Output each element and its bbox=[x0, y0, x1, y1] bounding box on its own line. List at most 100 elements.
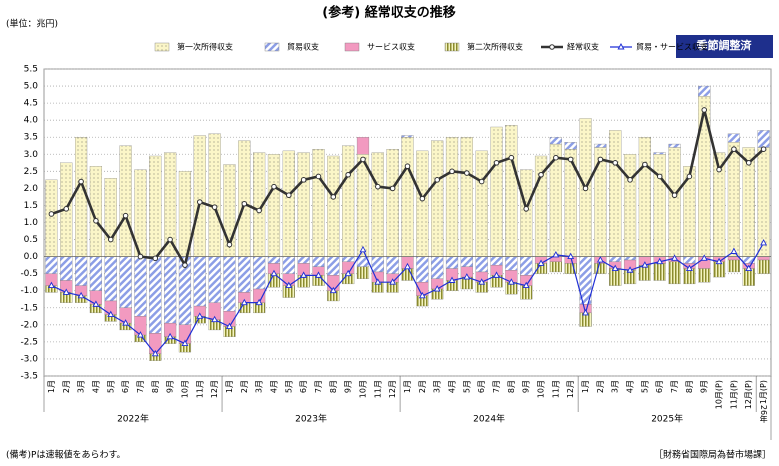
line-point bbox=[537, 259, 545, 266]
mode-button[interactable] bbox=[676, 35, 773, 58]
line-point bbox=[63, 206, 70, 212]
bar-segment bbox=[327, 256, 340, 276]
bar-segment bbox=[342, 256, 355, 262]
bar-segment bbox=[505, 256, 518, 271]
x-tick-label: 10月 bbox=[180, 380, 189, 398]
year-label: 2023年 bbox=[295, 413, 327, 425]
legend-label: 貿易収支 bbox=[287, 42, 319, 52]
x-tick-label: 1月(P) bbox=[759, 380, 768, 404]
bar-segment bbox=[356, 266, 370, 279]
x-tick-label: 2月 bbox=[418, 380, 427, 393]
legend-swatch bbox=[264, 42, 280, 52]
line-point bbox=[93, 217, 99, 224]
line-point bbox=[196, 312, 204, 319]
line-point bbox=[493, 271, 500, 278]
legend-label: 貿易・サービス収支 bbox=[636, 42, 708, 52]
x-tick-label: 10月(P) bbox=[715, 380, 724, 409]
line-point bbox=[47, 281, 55, 289]
bar-segment bbox=[594, 263, 607, 274]
line-point bbox=[374, 278, 382, 285]
bar-segment bbox=[75, 137, 88, 257]
x-tick-label: 4月 bbox=[448, 380, 457, 393]
x-tick-label: 10月 bbox=[358, 380, 367, 398]
x-tick-label: 9月 bbox=[700, 380, 709, 393]
x-tick-label: 8月 bbox=[329, 380, 338, 393]
line-point bbox=[449, 168, 455, 175]
line-point bbox=[300, 177, 307, 183]
x-tick-label: 6月 bbox=[299, 380, 308, 393]
bar-segment bbox=[193, 135, 206, 257]
bar-segment bbox=[416, 150, 429, 257]
bar-segment bbox=[89, 256, 103, 291]
bar-segment bbox=[119, 145, 132, 257]
bar-segment bbox=[134, 256, 147, 317]
bar-segment bbox=[356, 137, 370, 155]
line-point bbox=[226, 322, 233, 329]
line-point bbox=[448, 276, 456, 283]
x-tick-label: 1月 bbox=[225, 380, 234, 393]
line-point bbox=[493, 160, 500, 166]
mode-button-label[interactable]: 季節調整済 bbox=[696, 38, 753, 52]
bar-segment bbox=[193, 256, 206, 307]
line-point bbox=[596, 256, 604, 263]
bar-segment bbox=[431, 140, 444, 257]
y-tick-label: 2.0 bbox=[24, 184, 39, 194]
line-point bbox=[463, 273, 471, 280]
line-point bbox=[389, 278, 397, 285]
bar-segment bbox=[445, 137, 459, 257]
bar-segment bbox=[60, 256, 73, 281]
y-tick-label: 3.5 bbox=[24, 133, 38, 143]
x-tick-label: 8月 bbox=[685, 380, 694, 393]
line-point bbox=[122, 319, 130, 326]
line-point bbox=[685, 264, 693, 271]
line-point bbox=[760, 146, 767, 152]
bar-segment bbox=[371, 256, 384, 273]
bar-segment bbox=[401, 135, 414, 138]
bar-segment bbox=[757, 130, 770, 148]
line-point bbox=[167, 236, 173, 243]
line-point bbox=[256, 207, 262, 214]
line-point bbox=[330, 194, 337, 200]
y-tick-label: 3.0 bbox=[24, 150, 39, 160]
bar-segment bbox=[416, 256, 429, 283]
bar-segment bbox=[401, 137, 414, 257]
bar-segment bbox=[727, 133, 740, 143]
line-point bbox=[271, 183, 277, 190]
x-tick-label: 4月 bbox=[91, 380, 100, 393]
bar-segment bbox=[490, 126, 503, 257]
line-point bbox=[760, 239, 768, 246]
x-tick-label: 2月 bbox=[596, 380, 605, 393]
bar-segment bbox=[727, 142, 740, 257]
bar-segment bbox=[653, 152, 666, 155]
line-point bbox=[255, 298, 263, 306]
legend-marker bbox=[549, 44, 555, 50]
bar-segment bbox=[267, 154, 281, 257]
bar-segment bbox=[208, 256, 221, 303]
line-point bbox=[286, 192, 292, 199]
line-point bbox=[522, 281, 530, 289]
bar-segment bbox=[238, 140, 251, 257]
bar-segment bbox=[505, 125, 518, 257]
line-point bbox=[389, 185, 396, 192]
bar-segment bbox=[475, 150, 488, 257]
legend-swatch bbox=[154, 42, 170, 52]
y-tick-label: 0.5 bbox=[24, 235, 38, 245]
x-tick-label: 4月 bbox=[626, 380, 635, 393]
x-tick-label: 1月 bbox=[581, 380, 590, 393]
bar-segment bbox=[475, 256, 488, 273]
x-tick-label: 12月 bbox=[388, 380, 397, 398]
line-point bbox=[240, 298, 248, 306]
bar-segment bbox=[312, 149, 325, 257]
line-point bbox=[508, 154, 515, 161]
x-tick-label: 5月 bbox=[462, 380, 471, 393]
legend-label: 経常収支 bbox=[567, 42, 599, 52]
legend-label: サービス収支 bbox=[367, 42, 415, 52]
bar-segment bbox=[742, 268, 755, 286]
bar-segment bbox=[698, 85, 711, 97]
x-tick-label: 6月 bbox=[477, 380, 486, 393]
bar-segment bbox=[149, 155, 162, 257]
bar-segment bbox=[609, 130, 622, 257]
line-point bbox=[345, 171, 351, 178]
line-point bbox=[552, 250, 560, 258]
x-tick-label: 7月 bbox=[670, 380, 679, 393]
